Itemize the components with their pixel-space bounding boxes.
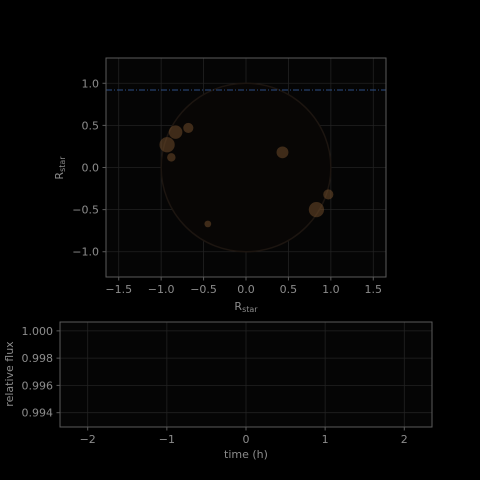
x-tick-label: 1.0 [322,283,340,296]
star-spot [183,122,194,133]
y-tick-label: 0.996 [22,379,54,392]
star-spot [323,189,334,200]
star-spot [276,146,289,159]
x-tick-label: −2 [80,433,96,446]
x-tick-label: −1.5 [105,283,132,296]
x-tick-label: 0.0 [237,283,255,296]
star-spot [167,153,176,162]
y-tick-label: 1.000 [22,325,54,338]
star-spot [159,137,175,153]
light-curve-ylabel: relative flux [3,341,16,407]
x-tick-label: −1 [159,433,175,446]
y-tick-label: 0.998 [22,352,54,365]
y-tick-label: −0.5 [72,204,99,217]
star-map-xlabel: Rstar [234,300,258,314]
x-tick-label: 0.5 [280,283,298,296]
star-map-ylabel: Rstar [53,156,67,180]
star-spot [308,202,325,218]
y-tick-label: 0.994 [22,407,54,420]
star-spot [204,220,212,228]
star-map-panel: −1.5 −1.0 −0.5 0.0 0.5 1.0 1.5 1.00.50.0−0.5−1… [53,57,387,314]
star-map-y-ticks: 1.0 0.5 0.0 −0.5 −1.0 [72,77,106,259]
x-tick-label: 0 [243,433,250,446]
light-curve-y-ticks: 1.000 0.998 0.996 0.994 [22,325,60,420]
x-tick-label: 1.5 [365,283,383,296]
y-tick-label: 0.0 [82,162,100,175]
x-tick-label: 1 [322,433,329,446]
x-tick-label: −1.0 [148,283,175,296]
x-tick-label: −0.5 [190,283,217,296]
star-spot [168,125,183,139]
light-curve-x-ticks: −2 −1 0 1 2 [80,427,408,446]
light-curve-panel: −2 −1 0 1 2 1.000 0.998 0.996 0.994 time (h) re… [3,321,433,461]
star-disk-ellipse [160,82,332,253]
star-spots [159,122,334,228]
y-tick-label: 0.5 [82,119,100,132]
light-curve-xlabel: time (h) [224,448,268,461]
y-tick-label: −1.0 [72,246,99,259]
star-disk [160,82,332,253]
x-tick-label: 2 [401,433,408,446]
y-tick-label: 1.0 [82,77,100,90]
star-map-x-ticks: −1.5 −1.0 −0.5 0.0 0.5 1.0 1.5 [105,277,382,296]
light-curve-grid [60,322,432,427]
